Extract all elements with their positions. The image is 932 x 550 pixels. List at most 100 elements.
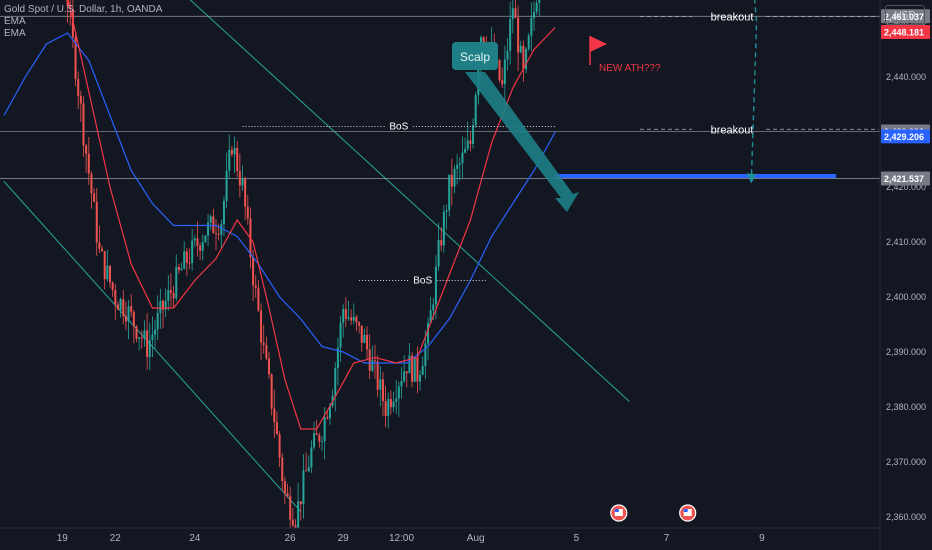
candle-body	[413, 357, 416, 382]
candle-body	[79, 95, 82, 104]
candle-body	[183, 251, 186, 269]
candle-body	[167, 290, 170, 301]
candle-body	[238, 171, 241, 186]
candle-body	[366, 334, 369, 350]
price-tick-label: 2,400.000	[886, 292, 926, 302]
candle-body	[265, 345, 268, 359]
currency-button[interactable]: USD	[885, 5, 925, 25]
event-flag-icon[interactable]	[610, 504, 628, 522]
candle-body	[408, 355, 411, 374]
candle-body	[434, 266, 437, 305]
event-flag-icon[interactable]	[679, 504, 697, 522]
candle-body	[315, 433, 318, 436]
candle-body	[503, 59, 506, 85]
candle-body	[376, 361, 379, 390]
candle-body	[498, 60, 501, 81]
candle-body	[101, 248, 104, 252]
candle-body	[339, 322, 342, 348]
candle-body	[533, 11, 535, 19]
candle-body	[424, 343, 427, 366]
candle-body	[416, 357, 419, 382]
candle-body	[244, 179, 247, 207]
ema-indicator-label-2[interactable]: EMA	[4, 28, 26, 39]
candle-body	[318, 435, 321, 442]
support-line-blue	[555, 174, 837, 178]
candle-body	[474, 95, 477, 126]
candle-body	[352, 316, 355, 321]
event-flag-icon-canton	[683, 509, 688, 512]
candle-body	[281, 457, 284, 482]
candle-body	[156, 312, 159, 330]
candle-body	[207, 222, 210, 236]
candle-body	[419, 374, 422, 382]
candle-body	[289, 496, 292, 520]
candle-body	[278, 434, 281, 458]
candle-body	[98, 242, 101, 249]
candle-body	[169, 290, 172, 294]
candle-body	[379, 379, 382, 390]
candle-body	[164, 300, 167, 310]
price-tick-label: 2,440.000	[886, 72, 926, 82]
candle-body	[371, 360, 374, 371]
candle-body	[456, 164, 459, 169]
candle-body	[442, 211, 445, 246]
ema-indicator-label-1[interactable]: EMA	[4, 16, 26, 27]
time-tick-label: 5	[574, 533, 580, 544]
candle-body	[501, 80, 504, 85]
candle-body	[122, 299, 125, 317]
candle-body	[130, 306, 133, 312]
candle-body	[538, 0, 541, 3]
candle-body	[209, 216, 212, 223]
time-axis[interactable]: 19 22 24 26 29 12:00 Aug 5 7 9	[0, 527, 880, 544]
breakout-label: breakout	[711, 12, 754, 24]
candle-body	[384, 401, 387, 417]
candle-body	[95, 201, 98, 243]
candle-body	[220, 224, 223, 235]
candle-body	[321, 441, 323, 442]
candle-body	[132, 311, 135, 327]
candle-body	[199, 245, 202, 251]
scalp-label: Scalp	[460, 50, 490, 64]
candle-body	[85, 145, 88, 154]
candle-body	[350, 317, 353, 321]
candle-body	[228, 149, 231, 171]
candle-body	[347, 317, 350, 319]
candle-body	[241, 179, 244, 186]
time-tick-label: 12:00	[389, 533, 414, 544]
candle-body	[392, 401, 395, 408]
time-tick-label: Aug	[467, 533, 485, 544]
candle-body	[323, 417, 326, 442]
time-tick-label: 26	[285, 533, 297, 544]
candle-body	[307, 467, 310, 472]
candle-body	[236, 147, 239, 172]
candle-body	[146, 330, 149, 357]
event-flag-icon-stripes	[614, 509, 623, 516]
candle-body	[421, 365, 424, 375]
projection-arrow-down	[746, 0, 758, 184]
candle-body	[270, 374, 273, 409]
level-price-label	[881, 129, 930, 144]
candle-body	[344, 308, 347, 319]
candle-body	[530, 18, 533, 36]
candle-body	[225, 170, 228, 201]
candle-body	[119, 299, 122, 310]
bos-label: BoS	[413, 276, 432, 287]
price-axis-bg	[880, 0, 932, 550]
event-flag-icon-canton	[614, 509, 619, 512]
time-tick-label: 7	[664, 533, 670, 544]
level-price-label-text: 2,429.206	[884, 132, 924, 142]
candle-body	[527, 35, 530, 49]
time-tick-label: 24	[189, 533, 201, 544]
level-price-label-text: 2,421.537	[884, 174, 924, 184]
candle-body	[310, 447, 313, 468]
candle-body	[185, 251, 188, 263]
candle-body	[328, 405, 331, 419]
channel-upper-line	[189, 0, 630, 402]
candle-body	[103, 251, 106, 280]
candle-body	[469, 140, 472, 144]
candle-body	[109, 265, 111, 283]
candle-body	[299, 501, 302, 505]
candle-body	[535, 2, 538, 12]
price-axis[interactable]: 2,360.000 2,370.000 2,380.000 2,390.000 2,40…	[844, 0, 932, 550]
